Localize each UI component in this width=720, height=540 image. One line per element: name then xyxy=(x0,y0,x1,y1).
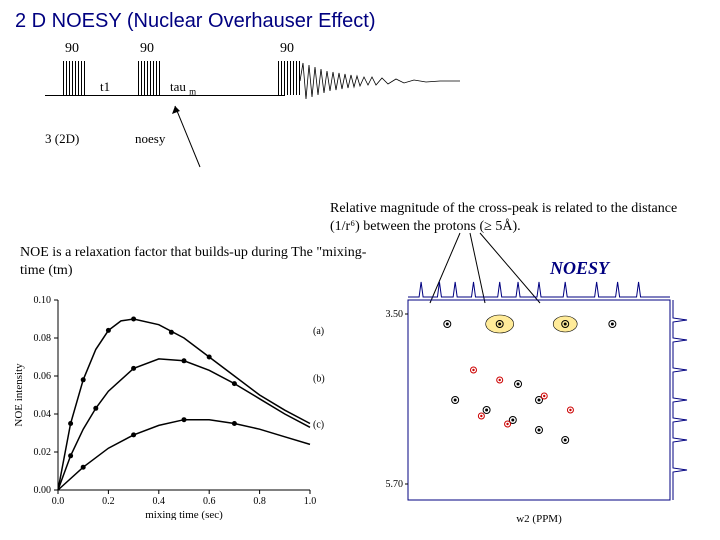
seq-caption-left: 3 (2D) xyxy=(45,131,79,147)
noesy-2d-plot: 3.50 5.70 w2 (PPM) xyxy=(370,275,700,525)
svg-text:w2 (PPM): w2 (PPM) xyxy=(516,513,562,525)
noe-intensity-chart: 0.0 0.2 0.4 0.6 0.8 1.0 0.00 0.02 0.04 0.06 0.08 0.… xyxy=(10,290,340,520)
svg-text:0.08: 0.08 xyxy=(34,333,52,344)
svg-text:0.10: 0.10 xyxy=(34,295,52,306)
svg-text:(a): (a) xyxy=(313,326,324,337)
fid-signal xyxy=(300,61,460,101)
pulse-block xyxy=(63,61,85,95)
pulse-label-1: 90 xyxy=(65,41,79,57)
svg-text:0.2: 0.2 xyxy=(102,496,115,507)
tau-label: tau m xyxy=(170,79,196,97)
pulse-label-3: 90 xyxy=(280,41,294,57)
tau-text: tau xyxy=(170,79,186,94)
svg-text:0.04: 0.04 xyxy=(34,409,52,420)
pulse-sequence-diagram: 90 90 90 t1 tau m 3 (2D) noesy xyxy=(25,41,705,171)
svg-text:0.0: 0.0 xyxy=(52,496,65,507)
svg-text:(c): (c) xyxy=(313,419,324,430)
svg-text:(b): (b) xyxy=(313,374,325,385)
pulse-label-2: 90 xyxy=(140,41,154,57)
pulse-block xyxy=(278,61,300,95)
page-title: 2 D NOESY (Nuclear Overhauser Effect) xyxy=(15,10,705,33)
svg-text:0.8: 0.8 xyxy=(253,496,266,507)
svg-text:0.00: 0.00 xyxy=(34,485,52,496)
tau-sub: m xyxy=(189,87,196,97)
svg-text:0.4: 0.4 xyxy=(153,496,166,507)
svg-text:NOE intensity: NOE intensity xyxy=(13,363,25,427)
baseline xyxy=(45,95,285,96)
svg-text:0.06: 0.06 xyxy=(34,371,52,382)
svg-text:mixing time (sec): mixing time (sec) xyxy=(145,509,223,520)
arrow-to-tau xyxy=(155,101,215,171)
noe-relaxation-text: NOE is a relaxation factor that builds-u… xyxy=(20,244,370,280)
svg-text:1.0: 1.0 xyxy=(304,496,317,507)
t1-label: t1 xyxy=(100,79,110,95)
svg-text:0.6: 0.6 xyxy=(203,496,216,507)
svg-text:0.02: 0.02 xyxy=(34,447,52,458)
svg-text:5.70: 5.70 xyxy=(386,479,404,490)
pulse-block xyxy=(138,61,160,95)
svg-text:3.50: 3.50 xyxy=(386,309,404,320)
